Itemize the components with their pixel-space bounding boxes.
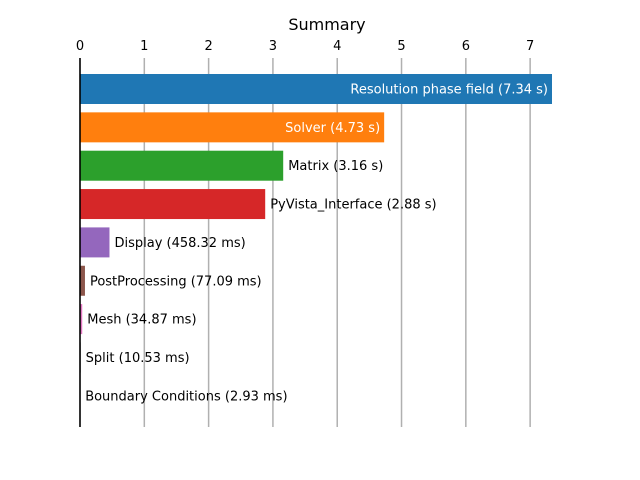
x-tick-label: 1	[140, 39, 148, 54]
bar-labels: Resolution phase field (7.34 s) Solver (4…	[85, 83, 548, 405]
x-tick-label: 6	[462, 39, 470, 54]
bar-label: Display (458.32 ms)	[114, 236, 245, 251]
bar-pyvista-interface	[80, 189, 266, 220]
bar-matrix	[80, 150, 284, 181]
x-axis-ticks: 0 1 2 3 4 5 6 7	[76, 39, 534, 54]
bar-resolution-phase-field	[80, 74, 552, 104]
bar-label: Mesh (34.87 ms)	[87, 313, 196, 328]
chart-title: Summary	[288, 15, 365, 34]
x-tick-label: 2	[204, 39, 212, 54]
bar-label: Boundary Conditions (2.93 ms)	[85, 389, 287, 404]
x-tick-label: 7	[526, 39, 534, 54]
x-tick-label: 0	[76, 39, 84, 54]
bar-mesh	[80, 304, 83, 335]
bar-label: Matrix (3.16 s)	[288, 159, 383, 174]
x-tick-label: 4	[333, 39, 341, 54]
bar-label: Split (10.53 ms)	[86, 351, 190, 366]
bar-solver	[80, 112, 385, 143]
bar-label: PostProcessing (77.09 ms)	[90, 274, 262, 289]
bar-label: PyVista_Interface (2.88 s)	[270, 198, 436, 213]
x-tick-label: 5	[397, 39, 405, 54]
bar-label: Resolution phase field (7.34 s)	[350, 83, 548, 98]
bar-display	[80, 227, 110, 258]
bar-label: Solver (4.73 s)	[285, 121, 380, 136]
x-tick-label: 3	[269, 39, 277, 54]
bar-postprocessing	[80, 265, 85, 296]
